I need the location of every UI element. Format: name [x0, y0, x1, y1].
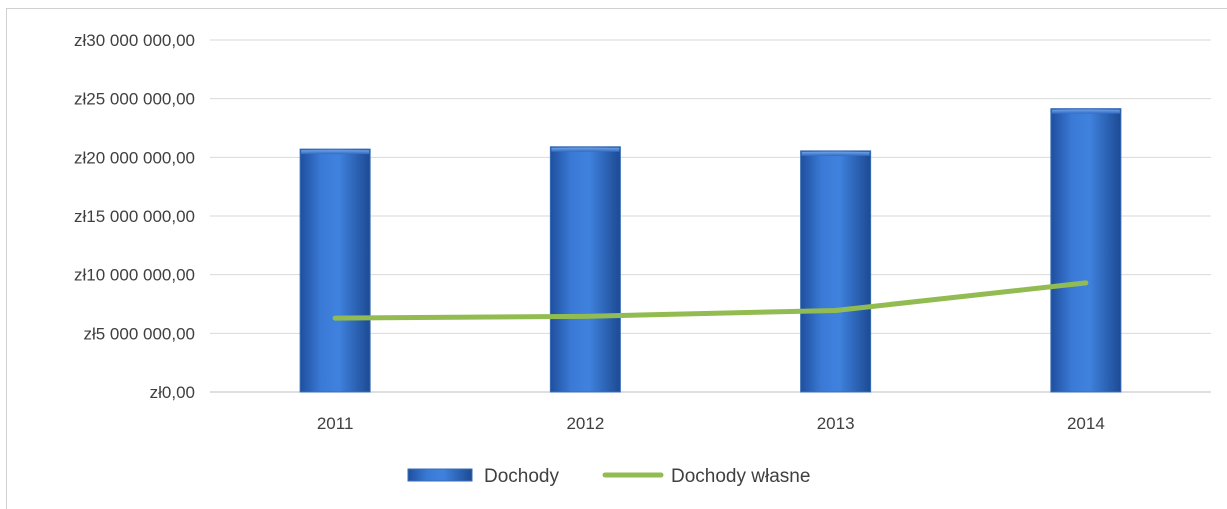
- chart-frame: [6, 8, 1227, 509]
- legend-label-dochody: Dochody: [484, 466, 559, 487]
- line-dochody-wlasne: [332, 280, 1089, 321]
- bar-2011: [299, 148, 371, 393]
- y-tick-label: zł10 000 000,00: [74, 266, 195, 285]
- series-line: [332, 280, 1089, 321]
- y-tick-label: zł30 000 000,00: [74, 31, 195, 50]
- x-tick-label: 2014: [1067, 414, 1105, 433]
- y-axis-tick-labels: zł0,00 zł5 000 000,00 zł10 000 000,00 zł15 …: [74, 31, 195, 402]
- y-tick-label: zł5 000 000,00: [83, 324, 195, 343]
- legend-swatch-dochody: [407, 468, 473, 482]
- legend-label-dochody-wlasne: Dochody własne: [671, 466, 810, 487]
- x-tick-label: 2011: [317, 414, 354, 433]
- bars-dochody: [299, 108, 1122, 393]
- x-tick-label: 2012: [566, 414, 604, 433]
- bar-2014: [1050, 108, 1122, 393]
- y-tick-label: zł0,00: [150, 383, 195, 402]
- gridlines: [210, 39, 1211, 393]
- x-tick-label: 2013: [817, 414, 855, 433]
- y-tick-label: zł15 000 000,00: [74, 207, 195, 226]
- y-tick-label: zł20 000 000,00: [74, 148, 195, 167]
- legend: Dochody Dochody własne: [407, 466, 810, 487]
- bar-2013: [800, 150, 872, 393]
- bar-2012: [549, 146, 621, 393]
- x-axis-tick-labels: 2011 2012 2013 2014: [317, 414, 1105, 433]
- y-tick-label: zł25 000 000,00: [74, 90, 195, 109]
